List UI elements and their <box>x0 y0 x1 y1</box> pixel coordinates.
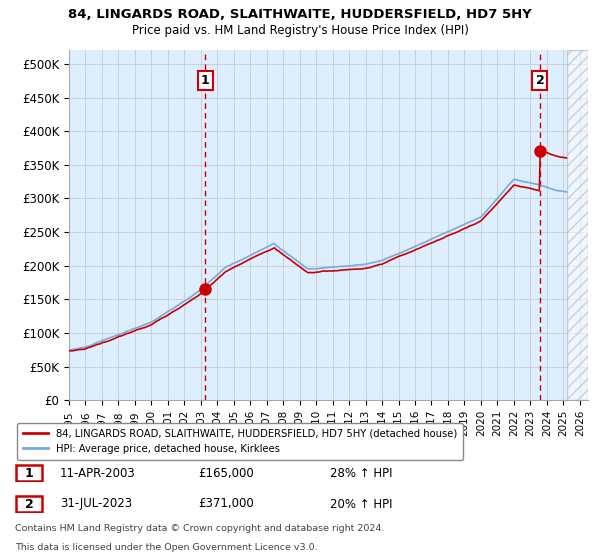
Text: 84, LINGARDS ROAD, SLAITHWAITE, HUDDERSFIELD, HD7 5HY: 84, LINGARDS ROAD, SLAITHWAITE, HUDDERSF… <box>68 8 532 21</box>
Text: This data is licensed under the Open Government Licence v3.0.: This data is licensed under the Open Gov… <box>15 543 317 552</box>
Text: 20% ↑ HPI: 20% ↑ HPI <box>330 497 392 511</box>
Text: 31-JUL-2023: 31-JUL-2023 <box>60 497 132 511</box>
Legend: 84, LINGARDS ROAD, SLAITHWAITE, HUDDERSFIELD, HD7 5HY (detached house), HPI: Ave: 84, LINGARDS ROAD, SLAITHWAITE, HUDDERSF… <box>17 422 463 460</box>
Text: 2: 2 <box>536 74 544 87</box>
Text: 11-APR-2003: 11-APR-2003 <box>60 466 136 480</box>
Text: 1: 1 <box>201 74 209 87</box>
Bar <box>566 50 588 400</box>
Bar <box>566 50 588 400</box>
FancyBboxPatch shape <box>16 496 43 512</box>
Text: Price paid vs. HM Land Registry's House Price Index (HPI): Price paid vs. HM Land Registry's House … <box>131 24 469 36</box>
Text: 1: 1 <box>25 466 34 480</box>
FancyBboxPatch shape <box>16 465 43 481</box>
Text: 2: 2 <box>25 497 34 511</box>
Text: 28% ↑ HPI: 28% ↑ HPI <box>330 466 392 480</box>
Text: Contains HM Land Registry data © Crown copyright and database right 2024.: Contains HM Land Registry data © Crown c… <box>15 524 385 533</box>
Text: £371,000: £371,000 <box>198 497 254 511</box>
Text: £165,000: £165,000 <box>198 466 254 480</box>
